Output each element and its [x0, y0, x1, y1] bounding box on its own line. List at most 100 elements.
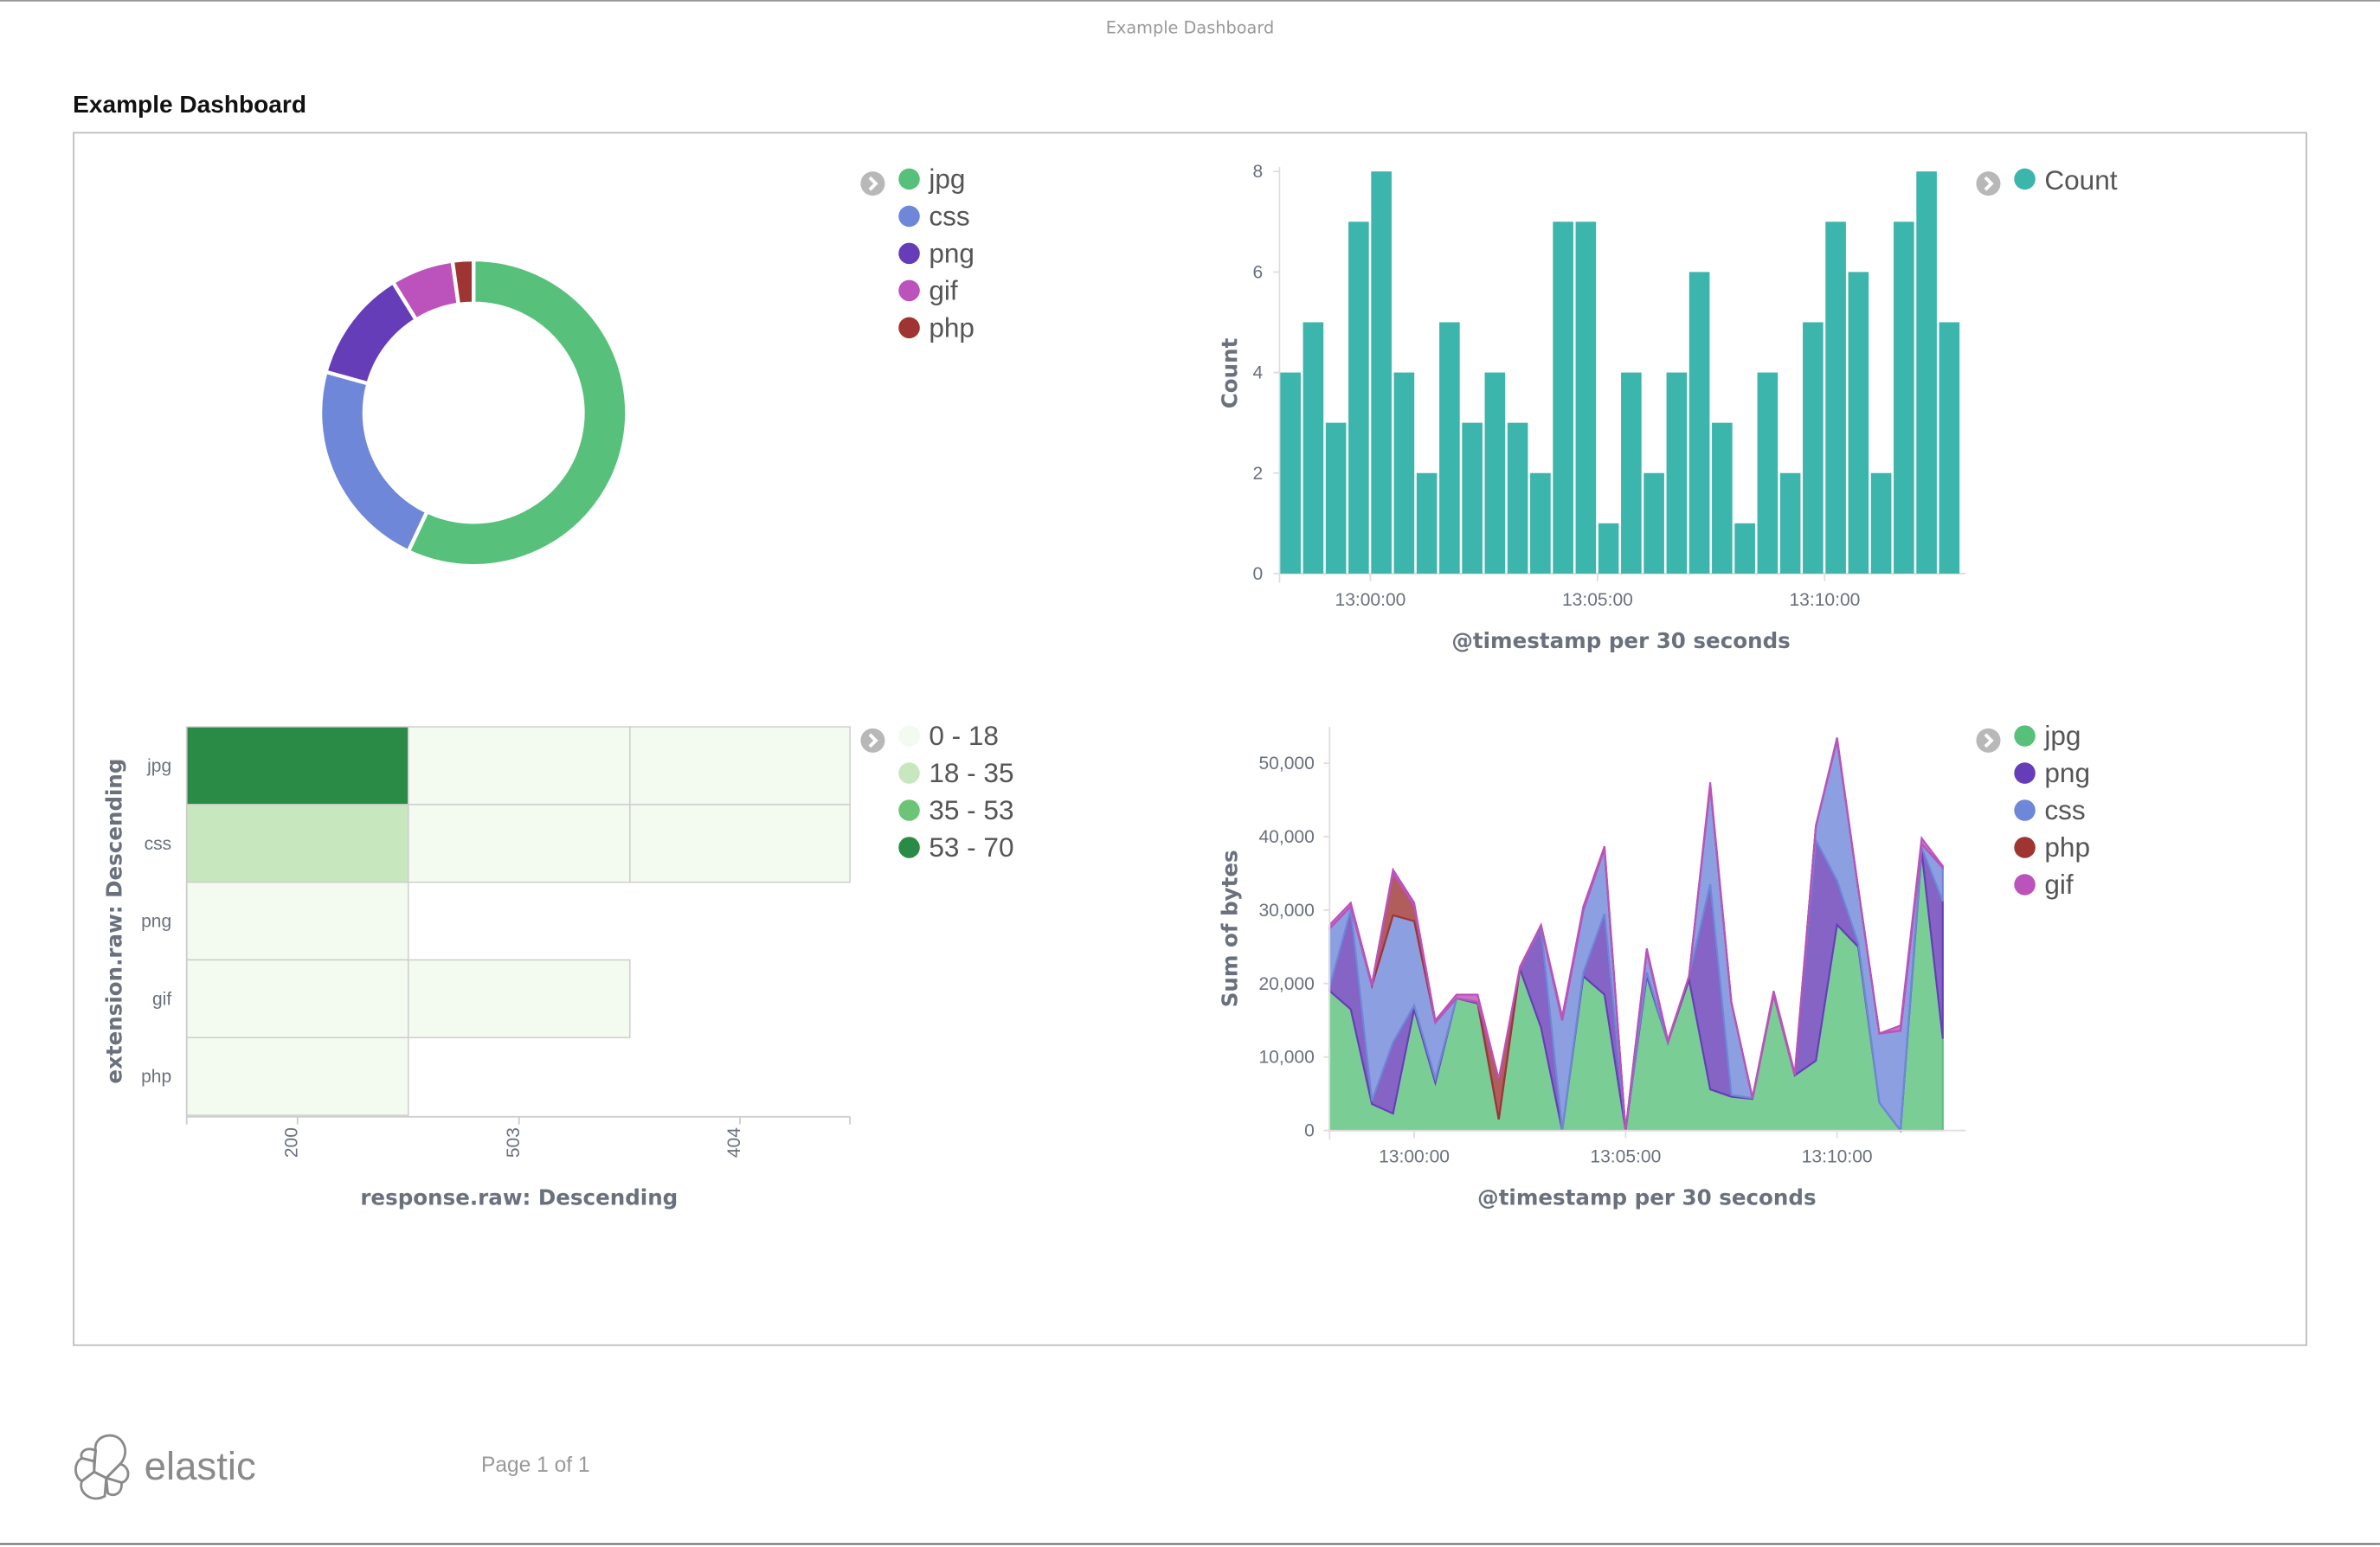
bar[interactable]	[1666, 372, 1688, 574]
bar[interactable]	[1303, 322, 1324, 574]
elastic-logo-text: elastic	[145, 1444, 256, 1488]
bar[interactable]	[1916, 171, 1937, 574]
elastic-logo-icon	[74, 1434, 130, 1500]
legend-dot	[898, 762, 920, 784]
heatmap-cell[interactable]	[186, 726, 409, 806]
x-axis-title: response.raw: Descending	[360, 1185, 678, 1210]
y-tick-label: 4	[1252, 363, 1263, 383]
bar[interactable]	[1689, 272, 1710, 574]
bar[interactable]	[1371, 171, 1392, 574]
bar[interactable]	[1439, 322, 1460, 574]
bar[interactable]	[1803, 322, 1824, 574]
bar[interactable]	[1870, 472, 1892, 574]
pie-slice-php[interactable]	[450, 257, 476, 307]
bar[interactable]	[1598, 523, 1619, 574]
y-axis-title: Sum of bytes	[1217, 850, 1242, 1007]
dashboard-title: Example Dashboard	[73, 92, 306, 119]
bar[interactable]	[1734, 523, 1755, 574]
legend-label-jpg: jpg	[2043, 720, 2081, 751]
bar[interactable]	[1393, 372, 1415, 574]
heatmap-cell[interactable]	[408, 804, 631, 883]
bar[interactable]	[1325, 422, 1347, 574]
bar[interactable]	[1825, 221, 1846, 574]
y-tick-label: jpg	[146, 756, 171, 776]
x-tick-label: 13:00:00	[1335, 590, 1406, 610]
chevron-right-icon[interactable]	[868, 733, 878, 748]
y-tick-label: 30,000	[1258, 901, 1314, 921]
x-axis-title: @timestamp per 30 seconds	[1477, 1185, 1816, 1210]
chevron-right-icon[interactable]	[1984, 176, 1994, 191]
legend-toggle-button[interactable]	[1976, 728, 2001, 753]
bar[interactable]	[1757, 372, 1779, 574]
legend-label-count: Count	[2044, 164, 2117, 196]
y-tick-label: 40,000	[1258, 827, 1314, 847]
heatmap-cell[interactable]	[408, 959, 631, 1038]
bar[interactable]	[1779, 472, 1801, 574]
legend-dot-gif	[898, 279, 920, 302]
bar[interactable]	[1462, 422, 1483, 574]
bottom-divider	[0, 1543, 2380, 1545]
chevron-right-icon[interactable]	[1984, 733, 1994, 748]
bar[interactable]	[1348, 221, 1369, 574]
bar[interactable]	[1553, 221, 1573, 574]
legend-label: 0 - 18	[929, 720, 999, 751]
area-series-gif[interactable]	[1328, 737, 1944, 1131]
y-tick-label: 20,000	[1258, 974, 1314, 994]
bar[interactable]	[1575, 221, 1597, 574]
bar[interactable]	[1280, 372, 1301, 574]
x-tick-label: 13:10:00	[1802, 1146, 1873, 1166]
x-tick-label: 404	[724, 1127, 744, 1158]
legend-label: 18 - 35	[929, 757, 1013, 788]
y-tick-label: 8	[1252, 162, 1263, 182]
bar[interactable]	[1507, 422, 1528, 574]
y-tick-label: css	[145, 834, 172, 854]
legend-toggle-button[interactable]	[860, 728, 885, 753]
y-tick-label: 6	[1252, 262, 1263, 282]
legend-dot-png	[2014, 762, 2036, 784]
legend-label-gif: gif	[2044, 869, 2074, 900]
heatmap-cell[interactable]	[629, 804, 851, 883]
legend-toggle-button[interactable]	[1976, 171, 2001, 196]
heatmap-cell[interactable]	[186, 1037, 409, 1116]
y-tick-label: 50,000	[1258, 754, 1314, 774]
heatmap-cell[interactable]	[186, 881, 409, 961]
legend-dot-php	[898, 317, 920, 339]
legend-dot-gif	[2014, 874, 2036, 895]
bar[interactable]	[1848, 272, 1869, 574]
bar[interactable]	[1416, 472, 1438, 574]
legend-dot	[898, 837, 920, 858]
bar[interactable]	[1939, 322, 1960, 574]
legend-label-css: css	[2044, 794, 2085, 825]
bar[interactable]	[1712, 422, 1733, 574]
bar[interactable]	[1643, 472, 1664, 574]
pie-slice-jpg[interactable]	[405, 257, 629, 568]
legend-label: 35 - 53	[929, 794, 1013, 825]
legend-dot-css	[898, 205, 920, 228]
legend-dot-jpg	[2014, 725, 2036, 747]
elastic-logo: elastic	[74, 1434, 256, 1500]
legend-toggle-circle[interactable]	[860, 728, 885, 753]
document-title: Example Dashboard	[1105, 18, 1275, 38]
x-tick-label: 13:05:00	[1590, 1146, 1661, 1166]
y-tick-label: png	[141, 912, 171, 932]
y-tick-label: 2	[1252, 464, 1263, 484]
legend-label-gif: gif	[929, 274, 958, 305]
heatmap-cell[interactable]	[629, 726, 851, 806]
legend-toggle-circle[interactable]	[1976, 728, 2001, 753]
y-axis-title: extension.raw: Descending	[101, 759, 126, 1084]
bar[interactable]	[1621, 372, 1642, 574]
legend-toggle-button[interactable]	[860, 171, 885, 196]
bar[interactable]	[1484, 372, 1506, 574]
legend-toggle-circle[interactable]	[1976, 171, 2001, 196]
bar[interactable]	[1894, 221, 1914, 574]
legend-toggle-circle[interactable]	[860, 171, 885, 196]
chevron-right-icon[interactable]	[868, 176, 878, 191]
y-tick-label: 10,000	[1258, 1048, 1314, 1068]
y-tick-label: gif	[152, 989, 171, 1009]
y-tick-label: 0	[1252, 564, 1263, 584]
legend-label-css: css	[929, 200, 969, 231]
legend-label-png: png	[929, 237, 975, 268]
bar[interactable]	[1530, 472, 1551, 574]
